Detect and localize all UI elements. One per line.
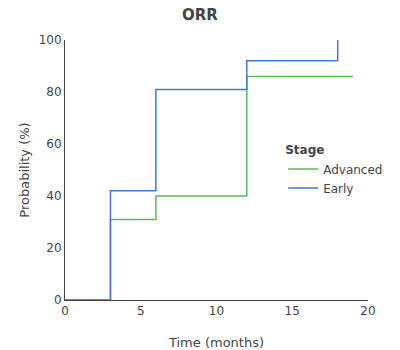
svg-text:20: 20 bbox=[46, 241, 61, 255]
svg-text:Probability (%): Probability (%) bbox=[17, 122, 32, 217]
svg-text:ORR: ORR bbox=[182, 6, 218, 24]
svg-text:80: 80 bbox=[46, 85, 61, 99]
svg-text:Time (months): Time (months) bbox=[168, 335, 264, 350]
svg-text:0: 0 bbox=[54, 293, 62, 307]
svg-text:60: 60 bbox=[46, 137, 61, 151]
svg-text:5: 5 bbox=[137, 304, 145, 318]
svg-text:Stage: Stage bbox=[285, 143, 324, 157]
svg-text:40: 40 bbox=[46, 189, 61, 203]
svg-text:Advanced: Advanced bbox=[323, 163, 382, 177]
svg-text:100: 100 bbox=[39, 33, 62, 47]
svg-text:Early: Early bbox=[323, 182, 353, 196]
svg-text:15: 15 bbox=[285, 304, 300, 318]
svg-text:20: 20 bbox=[360, 304, 375, 318]
svg-text:0: 0 bbox=[61, 304, 69, 318]
svg-text:10: 10 bbox=[209, 304, 224, 318]
